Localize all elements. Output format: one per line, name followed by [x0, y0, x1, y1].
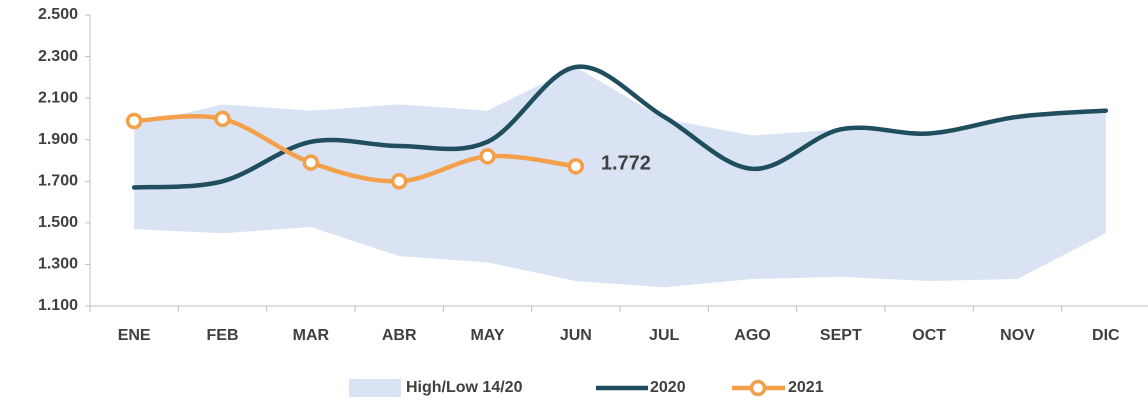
y-tick-label: 1.700 — [38, 173, 78, 190]
marker — [125, 112, 143, 130]
x-tick-label: DIC — [1092, 327, 1120, 344]
x-tick-label: MAY — [470, 327, 504, 344]
marker — [390, 173, 408, 190]
marker — [302, 154, 320, 171]
line-2020 — [131, 64, 1109, 190]
y-tick-label: 2.300 — [38, 48, 78, 65]
x-tick-label: ENE — [118, 327, 151, 344]
y-tick-label: 1.300 — [38, 256, 78, 273]
x-tick-label: AGO — [734, 327, 770, 344]
legend-swatch — [349, 379, 401, 397]
x-tick-label: MAR — [293, 327, 330, 344]
marker — [214, 110, 231, 128]
y-tick-label: 1.900 — [38, 131, 78, 148]
data-label: 1.772 — [601, 153, 651, 175]
high-low-band — [134, 66, 1106, 288]
legend-marker — [749, 379, 767, 397]
x-tick-label: NOV — [1000, 327, 1035, 344]
y-tick-label: 2.500 — [38, 6, 78, 23]
y-tick-label: 1.500 — [38, 214, 78, 231]
legend-label: 2021 — [788, 379, 824, 396]
x-tick-label: SEPT — [820, 327, 862, 344]
x-tick-label: ABR — [382, 327, 417, 344]
x-tick-label: FEB — [207, 327, 239, 344]
marker — [479, 148, 496, 165]
legend-label: High/Low 14/20 — [406, 379, 523, 396]
x-tick-label: OCT — [912, 327, 946, 344]
y-tick-label: 1.100 — [38, 297, 78, 314]
x-tick-label: JUL — [649, 327, 679, 344]
y-tick-label: 2.100 — [38, 89, 78, 106]
marker — [567, 158, 585, 175]
legend-label: 2020 — [650, 379, 686, 396]
x-tick-label: JUN — [560, 327, 592, 344]
